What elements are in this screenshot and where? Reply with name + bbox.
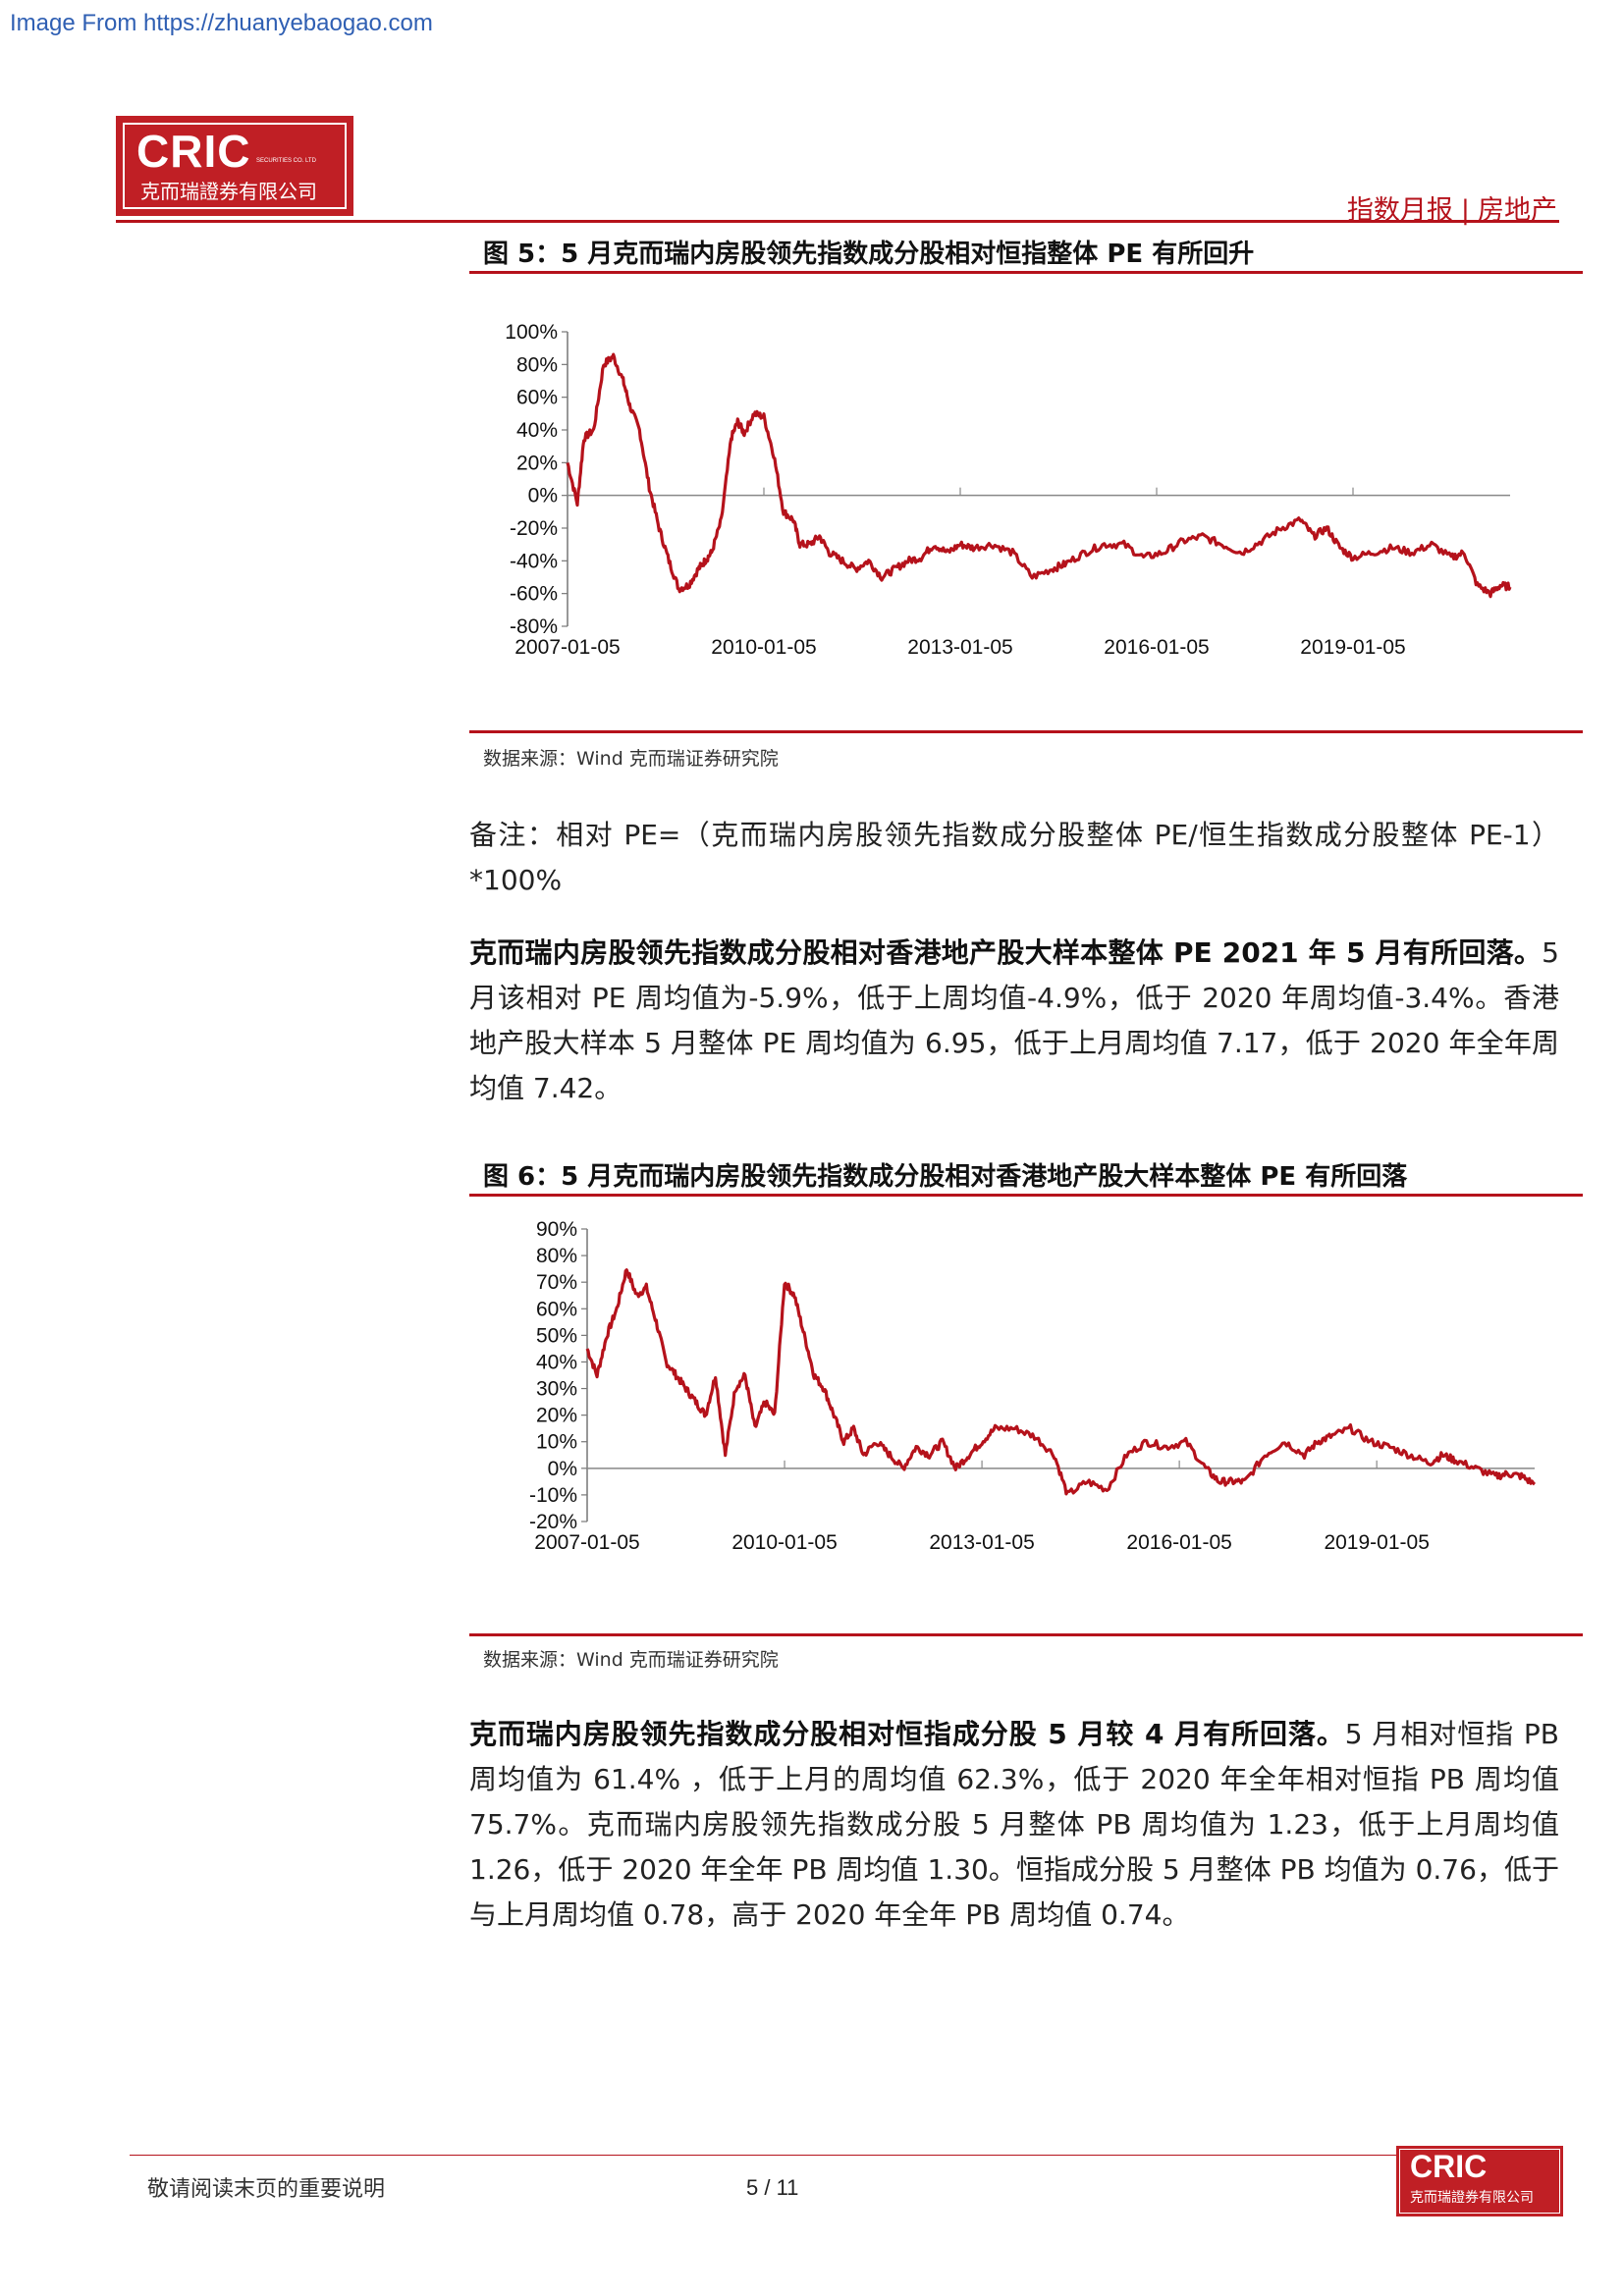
watermark-link[interactable]: Image From https://zhuanyebaogao.com: [10, 10, 433, 36]
y-tick-label: 60%: [536, 1298, 577, 1320]
y-tick-label: 80%: [536, 1245, 577, 1267]
figure6-bottom-rule: [469, 1633, 1583, 1636]
logo-company-name: 克而瑞證券有限公司: [140, 180, 317, 203]
header-separator: |: [1460, 195, 1470, 226]
paragraph-hk-property-pe: 克而瑞内房股领先指数成分股相对香港地产股大样本整体 PE 2021 年 5 月有…: [469, 931, 1559, 1111]
x-tick-label: 2016-01-05: [1126, 1531, 1231, 1554]
relative-pe-note: 备注：相对 PE=（克而瑞内房股领先指数成分股整体 PE/恒生指数成分股整体 P…: [469, 819, 1559, 896]
paragraph2-body: 5 月相对恒指 PB 周均值为 61.4% ，低于上月的周均值 62.3%，低于…: [469, 1718, 1559, 1931]
y-tick-label: -60%: [510, 583, 558, 606]
y-tick-label: -10%: [529, 1484, 577, 1507]
paragraph-hsi-pb: 克而瑞内房股领先指数成分股相对恒指成分股 5 月较 4 月有所回落。5 月相对恒…: [469, 1712, 1559, 1938]
figure5-chart: 100% 80% 60% 40% 20% 0% -20% -40% -60% -80%2007-0…: [505, 321, 1512, 659]
paragraph2-lead: 克而瑞内房股领先指数成分股相对恒指成分股 5 月较 4 月有所回落。: [469, 1718, 1345, 1750]
figure6-chart: 90% 80% 70% 60% 50% 40% 30% 20% 10% 0% -10% -20%200…: [529, 1218, 1537, 1554]
x-tick-label: 2019-01-05: [1324, 1531, 1429, 1554]
y-tick-label: -20%: [529, 1511, 577, 1533]
figure5-top-rule: [469, 271, 1583, 274]
x-tick-label: 2010-01-05: [711, 636, 816, 659]
page-number: 5 / 11: [746, 2175, 799, 2200]
y-tick-label: 40%: [536, 1351, 577, 1373]
x-tick-label: 2010-01-05: [731, 1531, 837, 1554]
figure5-title: 图 5：5 月克而瑞内房股领先指数成分股相对恒指整体 PE 有所回升: [483, 240, 1255, 269]
x-tick-label: 2016-01-05: [1104, 636, 1209, 659]
y-tick-label: 60%: [516, 387, 558, 409]
y-tick-label: 20%: [536, 1405, 577, 1427]
x-tick-label: 2019-01-05: [1300, 636, 1405, 659]
y-tick-label: 0%: [548, 1458, 577, 1480]
figure5-bottom-rule: [469, 730, 1583, 733]
paragraph1-body: 5 月该相对 PE 周均值为-5.9%，低于上周均值-4.9%，低于 2020 …: [469, 936, 1559, 1104]
footer-logo-word: CRIC: [1410, 2149, 1488, 2184]
y-tick-label: 0%: [528, 485, 558, 507]
footer-cric-logo: CRIC 克而瑞證券有限公司: [1396, 2146, 1563, 2216]
y-tick-label: 70%: [536, 1271, 577, 1294]
figure6-title: 图 6：5 月克而瑞内房股领先指数成分股相对香港地产股大样本整体 PE 有所回落: [483, 1162, 1408, 1192]
y-tick-label: -40%: [510, 550, 558, 572]
figure6-source: 数据来源：Wind 克而瑞证券研究院: [483, 1649, 779, 1671]
figure6-top-rule: [469, 1194, 1583, 1197]
y-tick-label: 90%: [536, 1218, 577, 1241]
header-divider: [116, 220, 1559, 223]
x-tick-label: 2013-01-05: [907, 636, 1012, 659]
series-line: [585, 1268, 1537, 1496]
y-tick-label: 40%: [516, 419, 558, 442]
x-tick-label: 2013-01-05: [929, 1531, 1034, 1554]
footer-divider: [130, 2155, 1561, 2156]
logo-word: CRIC: [136, 126, 251, 177]
y-tick-label: 80%: [516, 353, 558, 376]
y-tick-label: 30%: [536, 1378, 577, 1401]
footer-disclaimer-note: 敬请阅读末页的重要说明: [147, 2177, 386, 2202]
y-tick-label: 100%: [505, 321, 558, 344]
y-tick-label: -80%: [510, 615, 558, 638]
x-tick-label: 2007-01-05: [534, 1531, 639, 1554]
logo-tiny-text: SECURITIES CO. LTD: [256, 158, 316, 164]
x-tick-label: 2007-01-05: [514, 636, 620, 659]
y-tick-label: 10%: [536, 1431, 577, 1454]
footer-logo-company: 克而瑞證券有限公司: [1410, 2190, 1534, 2206]
paragraph1-lead: 克而瑞内房股领先指数成分股相对香港地产股大样本整体 PE 2021 年 5 月有…: [469, 936, 1543, 969]
y-tick-label: 20%: [516, 452, 558, 474]
cric-logo: CRIC SECURITIES CO. LTD 克而瑞證券有限公司: [116, 116, 353, 216]
figure5-source: 数据来源：Wind 克而瑞证券研究院: [483, 748, 779, 770]
y-tick-label: 50%: [536, 1324, 577, 1347]
series-line: [566, 352, 1512, 599]
y-tick-label: -20%: [510, 517, 558, 540]
